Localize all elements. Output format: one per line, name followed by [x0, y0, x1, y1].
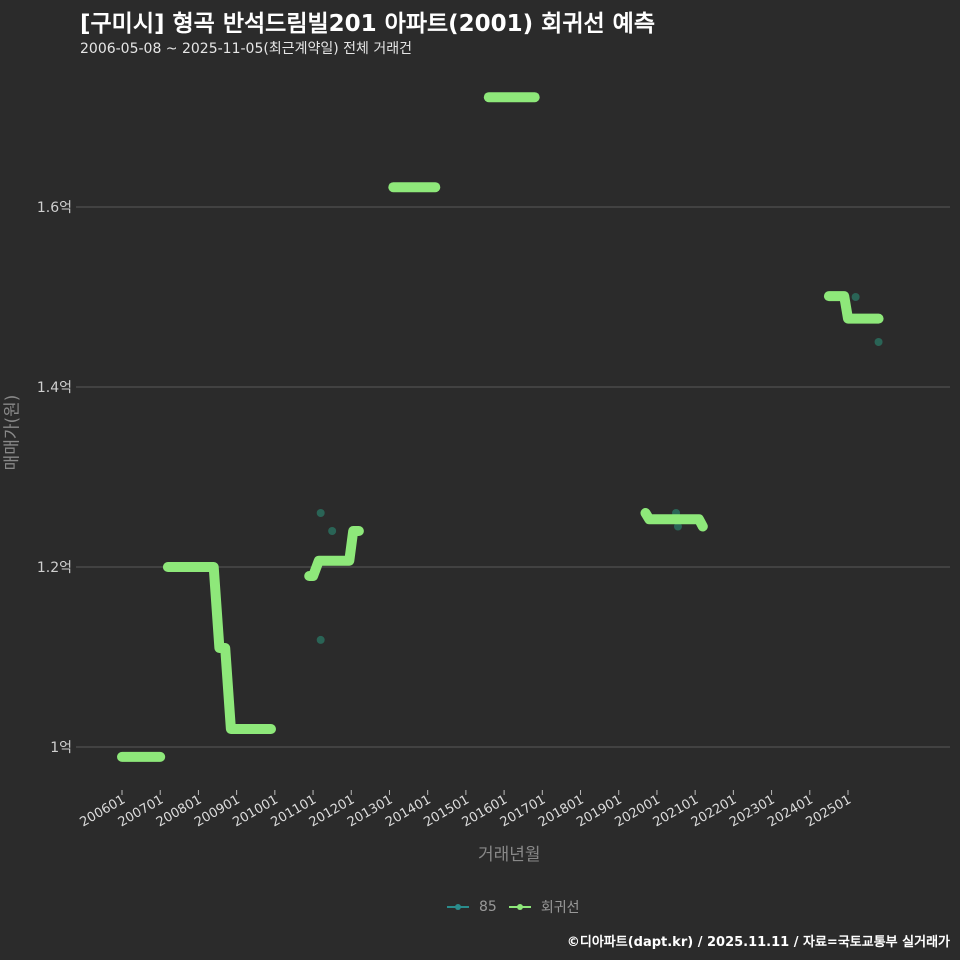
y-tick-label: 1.4억 [37, 380, 72, 396]
regression-line [162, 562, 276, 734]
regression-line [823, 291, 884, 324]
legend: 85 회귀선 [447, 897, 585, 917]
regression-line [640, 508, 708, 532]
y-tick-label: 1억 [50, 740, 72, 756]
x-axis-label: 거래년월 [478, 845, 541, 865]
chart-title: [구미시] 형곡 반석드림빌201 아파트(2001) 회귀선 예측 [80, 11, 655, 37]
data-point [874, 338, 883, 346]
footer-credit: ©디아파트(dapt.kr) / 2025.11.11 / 자료=국토교통부 실… [566, 935, 950, 950]
y-tick-label: 1.2억 [37, 560, 72, 576]
y-axis-label: 매매가(원) [2, 394, 23, 471]
data-point [851, 293, 860, 301]
legend-item-85[interactable]: 85 [447, 899, 497, 915]
legend-item-regression[interactable]: 회귀선 [508, 897, 580, 917]
legend-label: 85 [479, 899, 497, 915]
regression-line [304, 526, 364, 581]
legend-swatch-85-icon [447, 904, 469, 910]
y-tick-label: 1.6억 [37, 200, 72, 216]
legend-label: 회귀선 [540, 900, 580, 916]
chart-subtitle: 2006-05-08 ~ 2025-11-05(최근계약일) 전체 거래건 [80, 41, 412, 57]
data-point [316, 509, 325, 517]
data-point [673, 522, 682, 531]
data-point [316, 635, 325, 644]
data-point [328, 527, 337, 535]
legend-swatch-regression-icon [508, 904, 531, 910]
